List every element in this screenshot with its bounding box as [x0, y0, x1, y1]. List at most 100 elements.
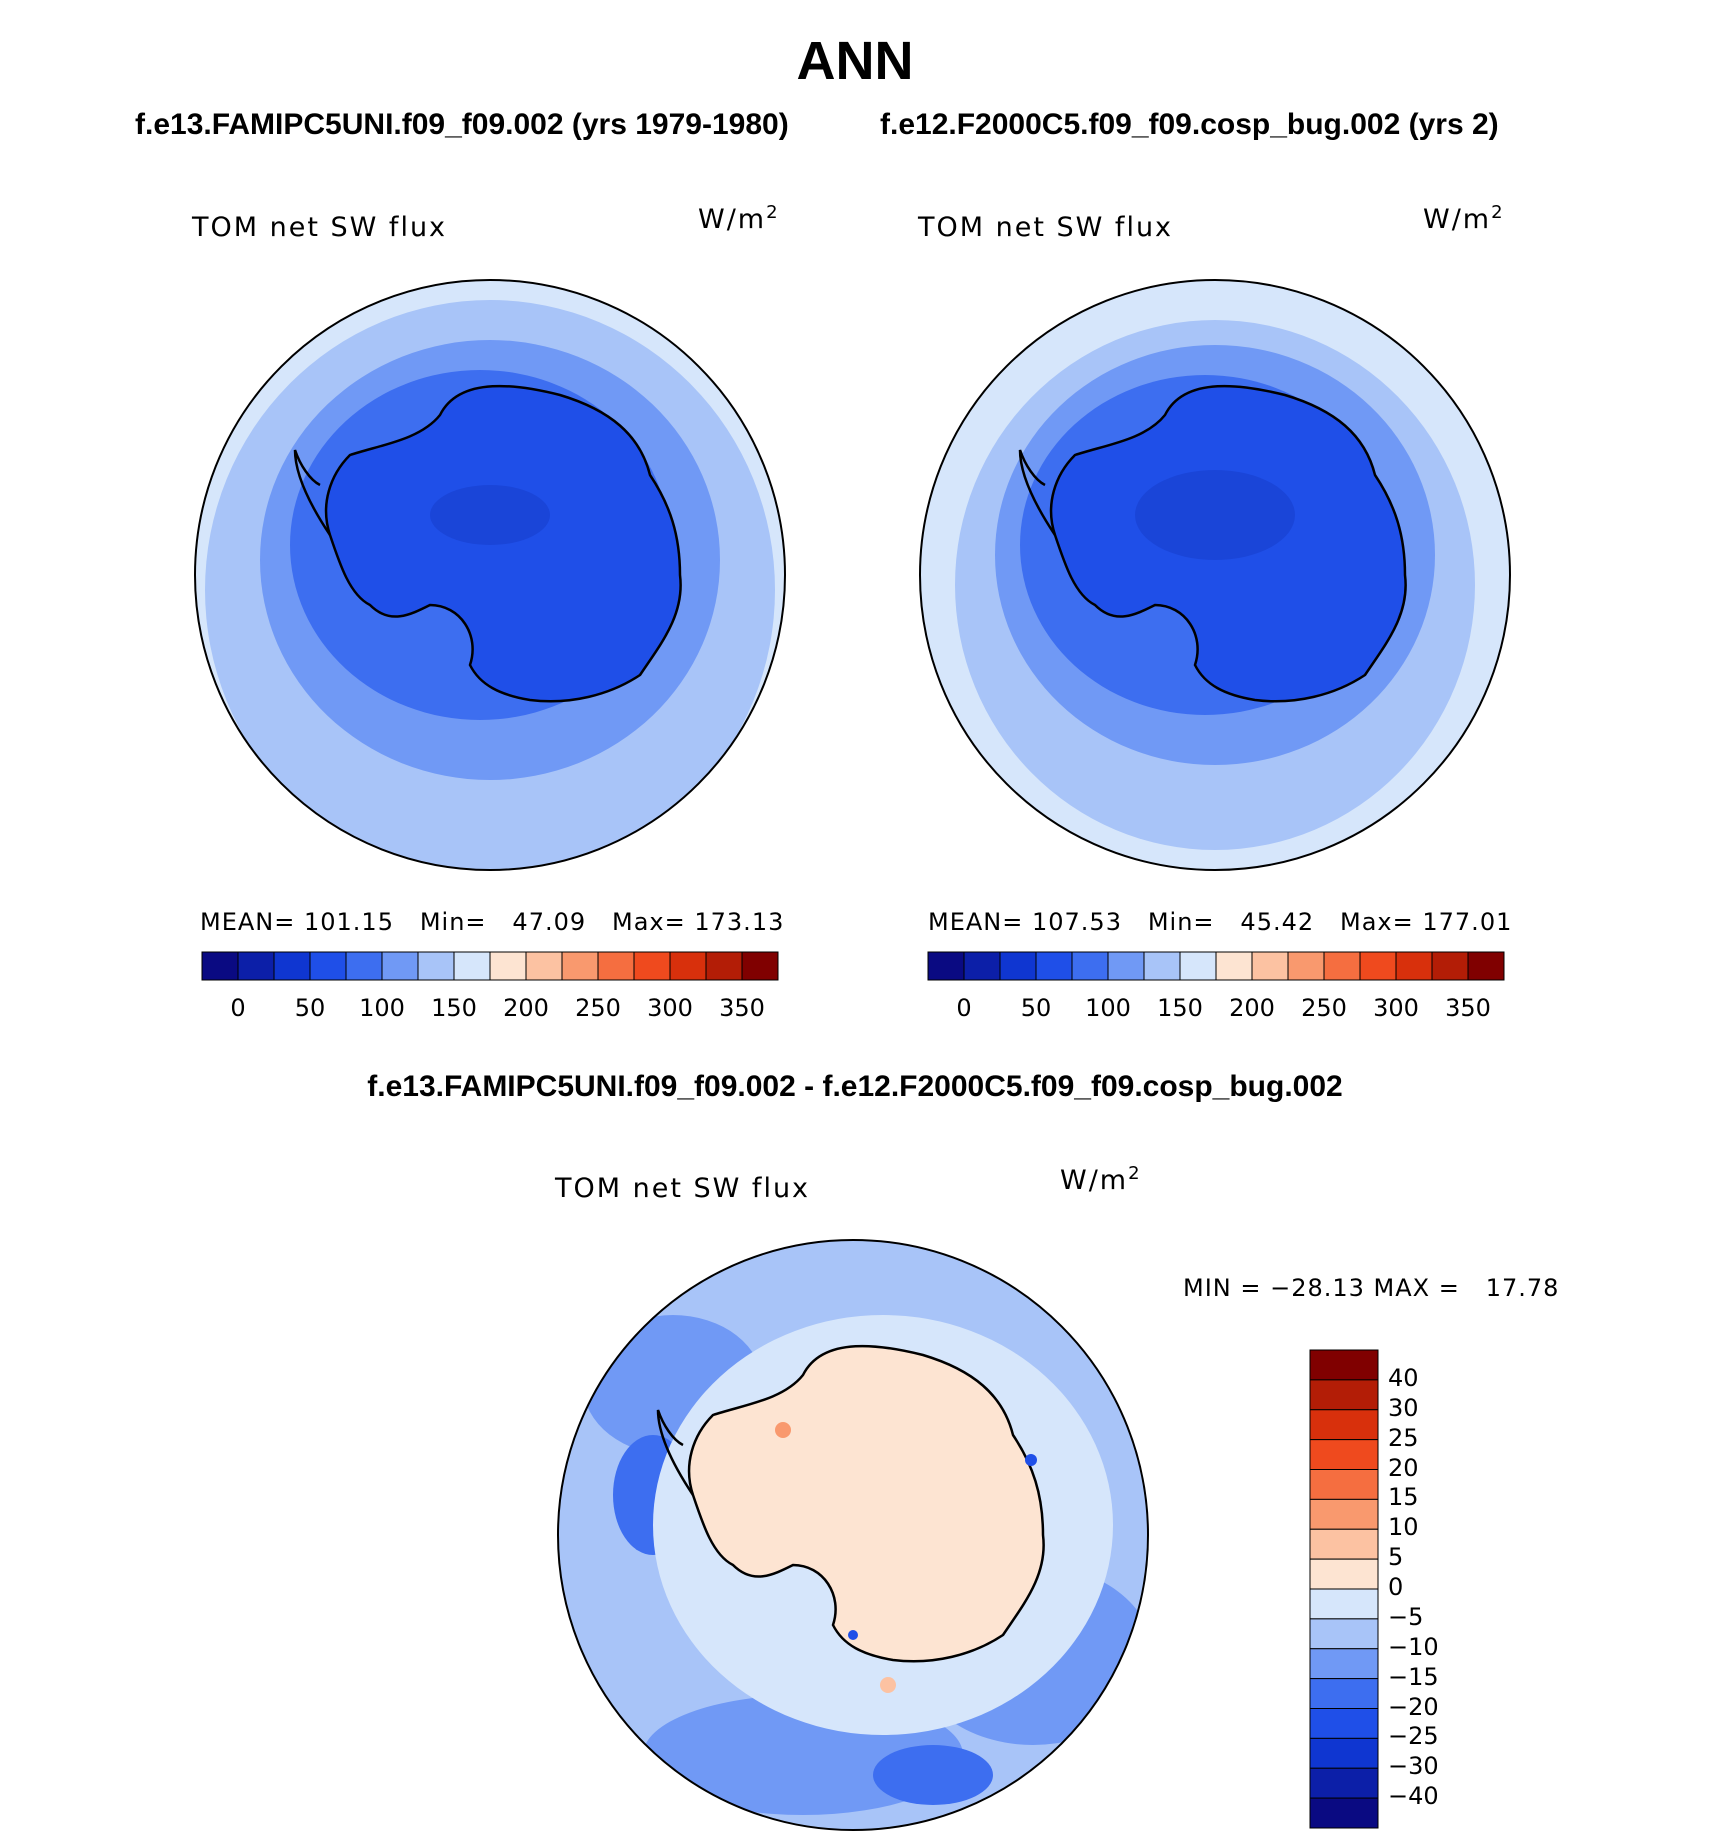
colorbar-swatch [201, 951, 239, 981]
colorbar-tick-label: 10 [1388, 1513, 1419, 1542]
colorbar-tick-label: 150 [431, 994, 477, 1022]
colorbar-tick-label: 200 [503, 994, 549, 1022]
colorbar-tick-label: 30 [1388, 1393, 1419, 1422]
colorbar-swatch [1215, 951, 1253, 981]
panel1-units: W/m2 [698, 202, 780, 235]
panel2-units: W/m2 [1423, 202, 1505, 235]
colorbar-tick-label: −20 [1388, 1692, 1439, 1721]
colorbar-tick-label: 350 [719, 994, 765, 1022]
colorbar-swatch [237, 951, 275, 981]
colorbar-tick-label: 25 [1388, 1423, 1419, 1452]
colorbar-swatch [1309, 1558, 1379, 1590]
figure-title: ANN [796, 31, 914, 91]
map1-peninsula [293, 449, 332, 536]
colorbar-tick-label: −15 [1388, 1662, 1439, 1691]
colorbar-swatch [1359, 951, 1397, 981]
colorbar-swatch [417, 951, 455, 981]
colorbar-tick-label: 5 [1388, 1543, 1404, 1572]
colorbar-swatch [489, 951, 527, 981]
colorbar-swatch [1309, 1379, 1379, 1411]
panel1-variable: TOM net SW flux [192, 212, 448, 243]
map2-boundary [919, 279, 1511, 871]
map1-interior-dark [430, 485, 550, 545]
colorbar-tick-label: 50 [1020, 994, 1052, 1022]
map3-hotspot-2 [880, 1677, 896, 1693]
map2-interior-dark [1135, 470, 1295, 560]
colorbar-panel1 [201, 951, 779, 981]
colorbar-tick-label: 100 [1085, 994, 1131, 1022]
subtitle-right: f.e12.F2000C5.f09_f09.cosp_bug.002 (yrs … [880, 108, 1499, 141]
colorbar-swatch [1179, 951, 1217, 981]
map-panel2 [919, 279, 1511, 871]
colorbar-swatch [1287, 951, 1325, 981]
colorbar-swatch [1309, 1708, 1379, 1739]
colorbar-swatch [1309, 1648, 1379, 1680]
colorbar-swatch [561, 951, 599, 981]
colorbar-panel3 [1309, 1349, 1379, 1829]
map3-coldspot-2 [848, 1630, 858, 1640]
colorbar-swatch [1309, 1737, 1379, 1769]
colorbar-swatch [1309, 1439, 1379, 1470]
colorbar-tick-label: 250 [1301, 994, 1347, 1022]
colorbar-tick-label: 300 [647, 994, 693, 1022]
map2-peninsula [1018, 449, 1057, 536]
colorbar-tick-label: 100 [359, 994, 405, 1022]
colorbar-swatch [1309, 1797, 1379, 1829]
colorbar-swatch [1143, 951, 1181, 981]
map3-patch-mid-2 [873, 1745, 993, 1805]
colorbar-tick-label: −5 [1388, 1602, 1424, 1631]
colorbar-tick-label: 40 [1388, 1363, 1419, 1392]
colorbar-swatch [1107, 951, 1145, 981]
colorbar-swatch [597, 951, 635, 981]
panel3-variable: TOM net SW flux [555, 1173, 811, 1204]
colorbar-swatch [741, 951, 779, 981]
colorbar-swatch [1309, 1618, 1379, 1650]
colorbar-tick-label: −30 [1388, 1752, 1439, 1781]
colorbar-tick-label: 0 [1388, 1573, 1404, 1601]
panel1-stats: MEAN= 101.15 Min= 47.09 Max= 173.13 [200, 908, 785, 936]
map-panel3 [557, 1239, 1149, 1831]
colorbar-swatch [1309, 1588, 1379, 1620]
colorbar-swatch [927, 951, 965, 981]
colorbar-swatch [633, 951, 671, 981]
colorbar-swatch [1395, 951, 1433, 981]
colorbar-tick-label: −10 [1388, 1632, 1439, 1661]
colorbar-swatch [999, 951, 1037, 981]
colorbar-swatch [1035, 951, 1073, 981]
colorbar-tick-label: 0 [956, 994, 972, 1022]
colorbar-swatch [1309, 1349, 1379, 1381]
colorbar-swatch [1431, 951, 1469, 981]
map3-hotspot-1 [775, 1422, 791, 1438]
colorbar-tick-label: 0 [230, 994, 246, 1022]
colorbar-tick-label: 200 [1229, 994, 1275, 1022]
colorbar-swatch [1309, 1528, 1379, 1560]
colorbar-tick-label: 300 [1373, 994, 1419, 1022]
colorbar-swatch [309, 951, 347, 981]
panel2-variable: TOM net SW flux [918, 212, 1174, 243]
colorbar-tick-label: 50 [294, 994, 326, 1022]
colorbar-swatch [525, 951, 563, 981]
colorbar-swatch [1309, 1678, 1379, 1709]
colorbar-tick-label: −40 [1388, 1782, 1439, 1811]
colorbar-tick-label: 150 [1157, 994, 1203, 1022]
colorbar-swatch [669, 951, 707, 981]
panel3-stats: MIN = −28.13 MAX = 17.78 [1183, 1274, 1560, 1302]
map1-boundary [194, 279, 786, 871]
colorbar-swatch [1251, 951, 1289, 981]
colorbar-swatch [453, 951, 491, 981]
colorbar-swatch [1071, 951, 1109, 981]
colorbar-swatch [1309, 1469, 1379, 1500]
colorbar-swatch [345, 951, 383, 981]
map3-coldspot-1 [1025, 1454, 1037, 1466]
colorbar-swatch [1323, 951, 1361, 981]
colorbar-tick-label: 350 [1445, 994, 1491, 1022]
diff-title: f.e13.FAMIPC5UNI.f09_f09.002 - f.e12.F20… [367, 1070, 1343, 1103]
colorbar-swatch [1467, 951, 1505, 981]
subtitle-left: f.e13.FAMIPC5UNI.f09_f09.002 (yrs 1979-1… [135, 108, 789, 141]
colorbar-swatch [1309, 1767, 1379, 1799]
colorbar-tick-label: 250 [575, 994, 621, 1022]
colorbar-panel2 [927, 951, 1505, 981]
colorbar-tick-label: 15 [1388, 1483, 1419, 1512]
panel2-stats: MEAN= 107.53 Min= 45.42 Max= 177.01 [928, 908, 1513, 936]
map3-boundary [557, 1239, 1149, 1831]
